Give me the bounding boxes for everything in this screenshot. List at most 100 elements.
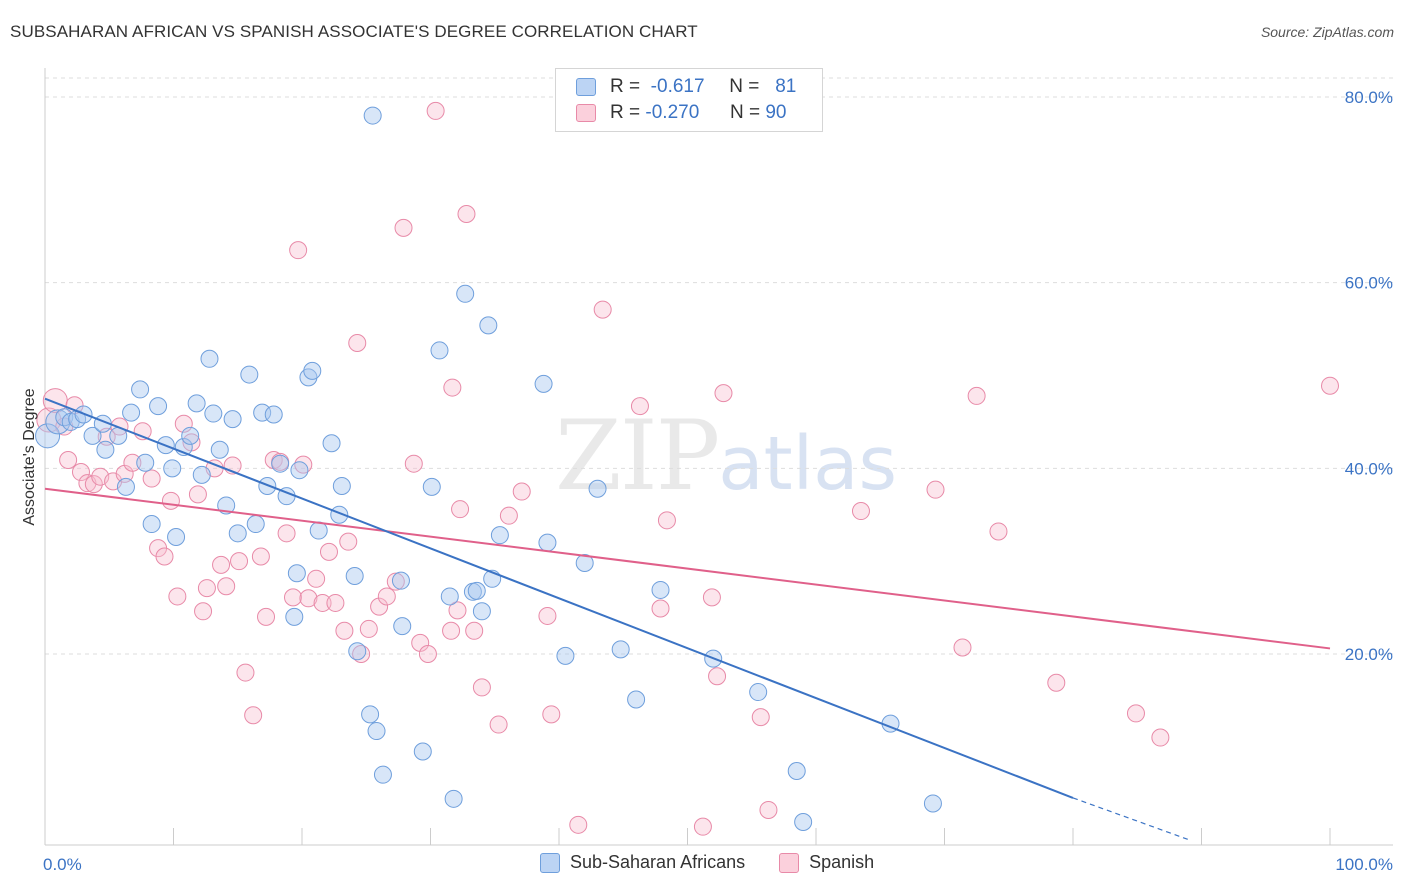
- series-legend-spanish: Spanish: [779, 852, 874, 873]
- subsaharan-point: [456, 284, 475, 303]
- spanish-point: [236, 663, 255, 682]
- watermark: ZIPatlas: [555, 400, 897, 512]
- spanish-point: [386, 572, 405, 591]
- spanish-point: [230, 552, 249, 571]
- subsaharan-point: [479, 316, 498, 335]
- subsaharan-point: [367, 722, 386, 741]
- spanish-point: [472, 678, 491, 697]
- spanish-point: [418, 645, 437, 663]
- watermark-zip: ZIP: [555, 400, 720, 512]
- series-swatch-blue: [540, 852, 560, 873]
- chart-title: SUBSAHARAN AFRICAN VS SPANISH ASSOCIATE'…: [10, 22, 698, 41]
- spanish-point: [714, 384, 733, 403]
- spanish-point: [197, 579, 216, 598]
- subsaharan-point: [923, 794, 942, 813]
- subsaharan-point: [210, 440, 229, 459]
- subsaharan-point: [413, 742, 432, 761]
- subsaharan-point: [588, 479, 607, 498]
- subsaharan-point: [116, 477, 135, 496]
- spanish-point: [251, 547, 270, 566]
- spanish-point: [657, 511, 676, 530]
- legend-r-value: -0.270: [645, 102, 700, 123]
- spanish-point: [348, 334, 367, 353]
- subsaharan-point: [363, 106, 382, 125]
- spanish-trend-line: [44, 487, 1331, 650]
- legend-swatch-pink: [576, 104, 596, 122]
- subsaharan-point: [287, 564, 306, 583]
- spanish-point: [289, 241, 308, 260]
- spanish-point: [702, 588, 721, 607]
- series-label-spanish: Spanish: [809, 852, 875, 872]
- spanish-point: [443, 378, 462, 397]
- spanish-point: [284, 588, 303, 607]
- subsaharan-point: [534, 374, 553, 393]
- subsaharan-trend-extension: [1072, 797, 1189, 841]
- subsaharan-point: [556, 646, 575, 665]
- legend-r-value: -0.617: [650, 76, 705, 97]
- subsaharan-point: [472, 602, 491, 621]
- trend-lines: [44, 397, 1331, 841]
- spanish-point: [851, 502, 870, 521]
- spanish-point: [442, 621, 461, 640]
- subsaharan-point: [332, 476, 351, 495]
- spanish-point: [499, 506, 518, 525]
- subsaharan-point: [149, 397, 168, 416]
- legend-n-value: 90: [765, 102, 787, 123]
- subsaharan-point: [240, 365, 259, 384]
- spanish-point: [217, 577, 236, 596]
- correlation-legend: R = -0.617 N = 81 R = -0.270 N = 90: [555, 68, 823, 132]
- subsaharan-point: [136, 453, 155, 472]
- subsaharan-point: [440, 587, 459, 606]
- spanish-points: [36, 101, 1339, 836]
- spanish-point: [569, 815, 588, 834]
- spanish-point: [257, 607, 276, 626]
- series-swatch-pink: [779, 852, 800, 873]
- legend-n-value: 81: [775, 76, 797, 97]
- subsaharan-trend-line: [44, 397, 1074, 799]
- spanish-point: [759, 800, 778, 819]
- legend-swatch-blue: [576, 78, 596, 96]
- spanish-point: [1126, 704, 1145, 723]
- subsaharan-point: [163, 459, 182, 478]
- y-tick-label: 40.0%: [1345, 459, 1393, 478]
- spanish-point: [194, 602, 213, 621]
- subsaharan-point: [430, 341, 449, 360]
- spanish-point: [426, 101, 445, 120]
- spanish-point: [1151, 728, 1170, 747]
- spanish-point: [538, 606, 557, 625]
- subsaharan-point: [345, 567, 364, 586]
- source-credit: Source: ZipAtlas.com: [1260, 24, 1394, 40]
- subsaharan-point: [749, 683, 768, 702]
- subsaharan-point: [538, 533, 557, 552]
- spanish-point: [244, 706, 263, 725]
- subsaharan-point: [142, 515, 161, 534]
- y-axis-label: Associate's Degree: [21, 388, 38, 525]
- spanish-point: [335, 621, 354, 640]
- spanish-point: [299, 589, 318, 608]
- spanish-point: [84, 475, 103, 494]
- subsaharan-point: [35, 423, 61, 449]
- x-tick-label: 0.0%: [43, 855, 82, 874]
- subsaharan-point: [83, 426, 102, 445]
- subsaharan-point: [96, 440, 115, 459]
- spanish-point: [168, 587, 187, 606]
- subsaharan-point: [348, 642, 367, 661]
- legend-row-spanish: R = -0.270 N = 90: [576, 100, 786, 126]
- spanish-point: [651, 599, 670, 618]
- subsaharan-point: [181, 426, 200, 445]
- subsaharan-point: [204, 404, 223, 423]
- subsaharan-point: [264, 405, 283, 424]
- subsaharan-point: [285, 607, 304, 626]
- subsaharan-point: [217, 496, 236, 515]
- subsaharan-point: [393, 617, 412, 636]
- spanish-point: [542, 705, 561, 724]
- subsaharan-point: [575, 554, 594, 573]
- spanish-point: [71, 463, 90, 482]
- legend-n-label: N =: [729, 76, 760, 97]
- spanish-point: [394, 218, 413, 237]
- spanish-point: [188, 485, 207, 504]
- spanish-point: [465, 621, 484, 640]
- spanish-point: [1047, 673, 1066, 692]
- x-tick-label: 100.0%: [1335, 855, 1393, 874]
